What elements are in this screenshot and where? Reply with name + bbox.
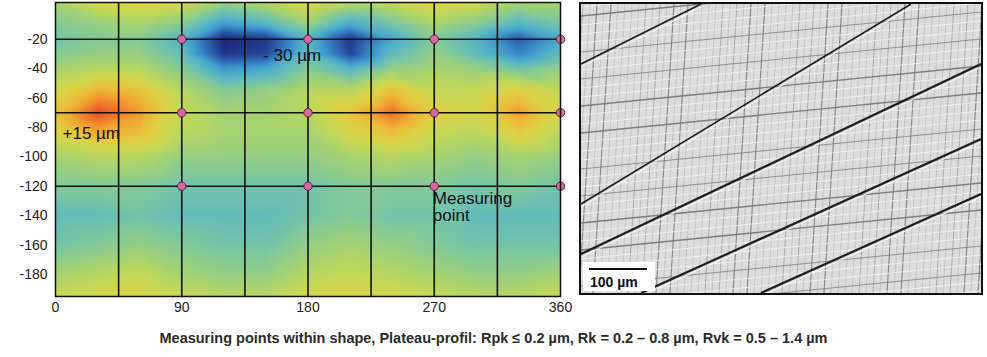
svg-text:-60: -60 <box>27 90 47 106</box>
svg-text:Measuringpoint: Measuringpoint <box>433 189 512 226</box>
svg-text:100 µm: 100 µm <box>590 274 638 290</box>
svg-text:-80: -80 <box>27 119 47 135</box>
svg-text:-40: -40 <box>27 60 47 76</box>
svg-text:0: 0 <box>52 299 60 315</box>
svg-text:270: 270 <box>423 299 447 315</box>
svg-text:360: 360 <box>549 299 573 315</box>
svg-text:-20: -20 <box>27 31 47 47</box>
svg-text:+15 µm: +15 µm <box>63 124 121 143</box>
svg-text:-100: -100 <box>19 148 47 164</box>
svg-text:- 30 µm: - 30 µm <box>263 46 321 65</box>
svg-text:90: 90 <box>174 299 190 315</box>
svg-text:180: 180 <box>296 299 320 315</box>
svg-text:-160: -160 <box>19 237 47 253</box>
svg-text:-140: -140 <box>19 207 47 223</box>
svg-text:-120: -120 <box>19 178 47 194</box>
svg-text:-180: -180 <box>19 266 47 282</box>
html-text:Measuring points within shape,: Measuring points within shape, Plateau-p… <box>159 330 828 346</box>
